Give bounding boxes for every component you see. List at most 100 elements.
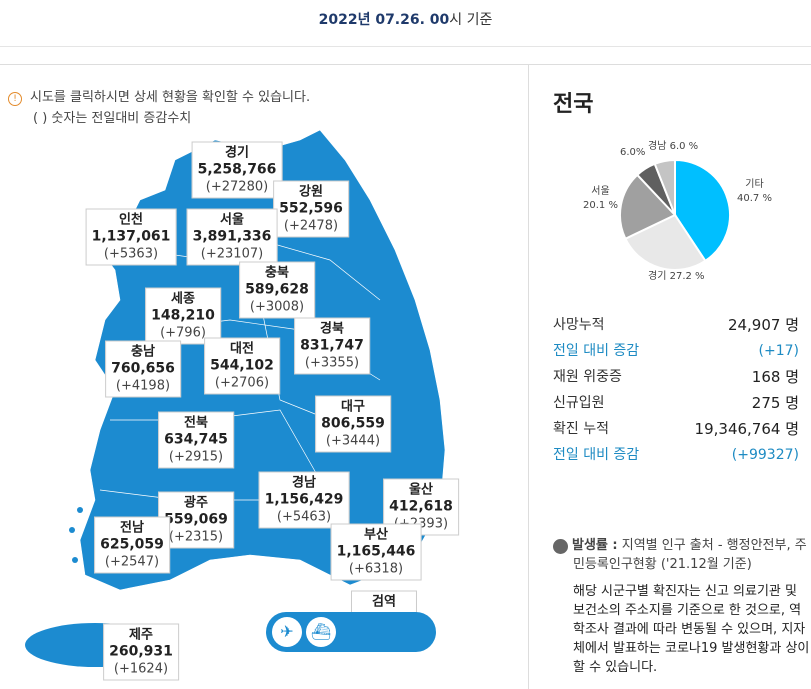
date-value: 2022년 07.26. 00 [318,12,450,28]
region-name: 울산 [409,482,433,498]
region-label[interactable]: 대구 806,559 (+3444) [315,395,391,453]
region-label[interactable]: 경남 1,156,429 (+5463) [258,471,350,529]
info-text: ! 시도를 클릭하시면 상세 현황을 확인할 수 있습니다. ( ) 숫자는 전일… [8,87,310,129]
region-total: 831,747 [300,337,364,354]
region-label[interactable]: 제주 260,931 (+1624) [103,623,179,681]
region-delta: (+5363) [103,246,159,262]
region-label[interactable]: 대전 544,102 (+2706) [204,337,280,395]
region-label[interactable]: 경북 831,747 (+3355) [294,317,370,375]
region-delta: (+2478) [283,218,339,234]
region-total: 5,258,766 [197,161,277,178]
region-total: 3,891,336 [192,228,272,245]
region-delta: (+3355) [304,355,360,371]
region-label[interactable]: 전북 634,745 (+2915) [158,411,234,469]
stat-label: 사망누적 [553,317,605,333]
region-delta: (+796) [160,325,206,341]
region-label[interactable]: 충북 589,628 (+3008) [239,261,315,319]
region-label[interactable]: 부산 1,165,446 (+6318) [330,523,422,581]
footnote-number: 1 [547,539,568,554]
region-delta: (+1624) [113,661,169,677]
region-delta: (+3444) [325,433,381,449]
region-label[interactable]: 서울 3,891,336 (+23107) [186,208,278,266]
region-name: 검역 [372,594,396,610]
region-name: 대전 [230,341,254,357]
info-line1: 시도를 클릭하시면 상세 현황을 확인할 수 있습니다. [30,90,311,105]
region-total: 625,059 [100,536,164,553]
region-name: 강원 [299,184,323,200]
region-name: 충남 [131,344,155,360]
region-delta: (+2915) [168,449,224,465]
footnote-title: 발생률 : [572,538,618,553]
region-label[interactable]: 인천 1,137,061 (+5363) [85,208,177,266]
info-line2: ( ) 숫자는 전일대비 증감수치 [33,111,192,126]
region-delta: (+3008) [249,299,305,315]
region-total: 552,596 [279,200,343,217]
stat-value: 19,346,764 명 [694,420,799,438]
region-delta: (+23107) [200,246,264,262]
pie-label: 서울 20.1 % [583,186,618,211]
stat-value: 24,907 명 [727,316,799,334]
date-suffix: 시 기준 [449,12,493,28]
stat-row: 신규입원 275 명 [553,390,799,416]
divider [0,64,811,65]
ship-icon[interactable]: ⛴ [306,617,336,647]
pie-label: 경기 27.2 % [648,271,705,282]
stat-row: 전일 대비 증감 (+17) [553,338,799,364]
region-total: 544,102 [210,357,274,374]
stat-label: 전일 대비 증감 [553,447,640,463]
footnote-paragraph: 해당 시군구별 확진자는 신고 의료기관 및 보건소의 주소지를 기준으로 한 … [573,584,810,675]
pie-chart [619,158,731,271]
region-total: 634,745 [164,431,228,448]
region-name: 충북 [265,265,289,281]
footnote-text: 지역별 인구 출처 - 행정안전부, 주민등록인구현황 ('21.12월 기준) [573,538,807,572]
region-label[interactable]: 강원 552,596 (+2478) [273,180,349,238]
region-total: 1,165,446 [336,543,416,560]
region-label[interactable]: 세종 148,210 (+796) [145,287,221,345]
region-delta: (+2315) [168,529,224,545]
stat-label: 재원 위중증 [553,369,622,385]
region-label[interactable]: 경기 5,258,766 (+27280) [191,141,283,199]
divider [528,64,529,689]
stat-value: 275 명 [751,394,799,412]
region-name: 광주 [184,495,208,511]
info-icon: ! [8,92,22,106]
stat-value: (+17) [758,343,799,359]
region-label[interactable]: 전남 625,059 (+2547) [94,516,170,574]
pie-slice [653,158,676,216]
panel-title: 전국 [553,92,594,117]
stat-row: 재원 위중증 168 명 [553,364,799,390]
region-name: 전북 [184,415,208,431]
region-total: 760,656 [111,360,175,377]
region-delta: (+2547) [104,554,160,570]
stat-row: 사망누적 24,907 명 [553,312,799,338]
region-name: 경남 [292,475,316,491]
stat-label: 전일 대비 증감 [553,343,640,359]
region-name: 경기 [225,145,249,161]
airplane-icon[interactable]: ✈ [272,617,302,647]
stat-label: 확진 누적 [553,421,609,437]
date-header: 2022년 07.26. 00시 기준 [0,0,811,47]
region-name: 인천 [119,212,143,228]
stat-label: 신규입원 [553,395,605,411]
region-delta: (+5463) [276,509,332,525]
region-total: 1,137,061 [91,228,171,245]
region-total: 559,069 [164,511,228,528]
stat-value: 168 명 [751,368,799,386]
region-name: 세종 [171,291,195,307]
region-name: 경북 [320,321,344,337]
pie-label: 기타 40.7 % [737,179,772,204]
stat-row: 확진 누적 19,346,764 명 [553,416,799,442]
region-name: 전남 [120,520,144,536]
region-label[interactable]: 충남 760,656 (+4198) [105,340,181,398]
region-delta: (+6318) [348,561,404,577]
region-total: 148,210 [151,307,215,324]
pie-slice [624,213,707,271]
region-name: 서울 [220,212,244,228]
region-delta: (+4198) [115,378,171,394]
region-total: 806,559 [321,415,385,432]
quarantine-button[interactable]: ✈ ⛴ [266,612,436,652]
region-delta: (+27280) [205,179,269,195]
region-label[interactable]: 광주 559,069 (+2315) [158,491,234,549]
region-total: 589,628 [245,281,309,298]
